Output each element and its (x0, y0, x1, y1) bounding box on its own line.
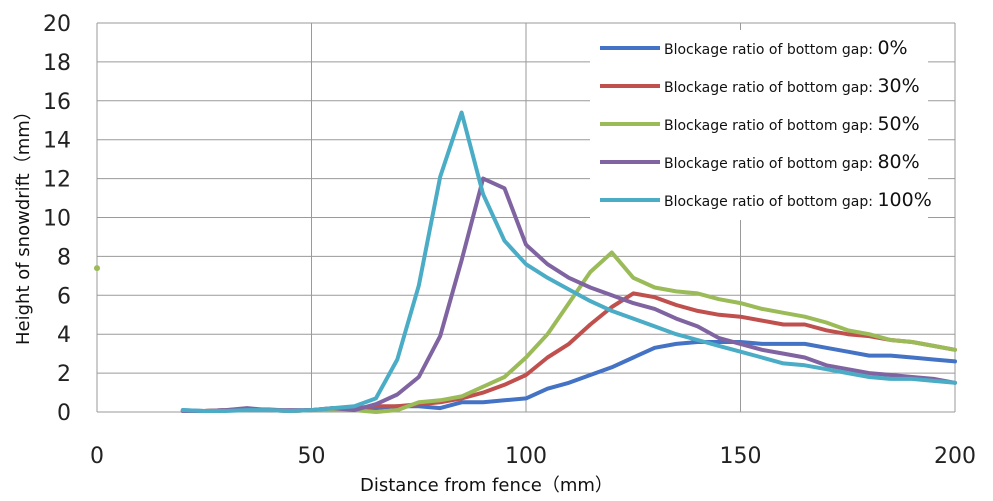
series-line-0 (180, 340, 957, 413)
legend: Blockage ratio of bottom gap: 0% Blockage… (590, 30, 932, 220)
y-tick-label: 16 (43, 90, 71, 115)
y-tick-labels: 0 2 4 6 8 10 12 14 16 18 20 (43, 12, 71, 426)
y-tick-label: 0 (57, 401, 71, 426)
legend-entry: Blockage ratio of bottom gap: 0% (664, 37, 908, 59)
y-tick-label: 18 (43, 51, 71, 76)
x-tick-label: 0 (90, 444, 104, 469)
y-tick-label: 6 (57, 284, 71, 309)
y-tick-label: 14 (43, 129, 71, 154)
legend-entry: Blockage ratio of bottom gap: 80% (664, 151, 920, 173)
legend-entry: Blockage ratio of bottom gap: 50% (664, 113, 920, 135)
x-tick-label: 150 (720, 444, 762, 469)
x-tick-labels: 0 50 100 150 200 (90, 444, 976, 469)
x-tick-label: 200 (934, 444, 976, 469)
series-line-1 (180, 291, 957, 413)
y-tick-label: 12 (43, 168, 71, 193)
x-axis-title: Distance from fence（mm） (360, 475, 613, 496)
legend-entry: Blockage ratio of bottom gap: 30% (664, 75, 920, 97)
stray-data-marker (94, 265, 100, 272)
y-tick-label: 4 (57, 323, 71, 348)
y-axis-title: Height of snowdrift（mm） (13, 102, 34, 345)
grid-lines (96, 22, 956, 413)
series-lines (94, 110, 957, 414)
y-tick-label: 10 (43, 207, 71, 232)
y-tick-label: 20 (43, 12, 71, 37)
x-tick-label: 100 (505, 444, 547, 469)
legend-entry: Blockage ratio of bottom gap: 100% (664, 189, 932, 211)
y-tick-label: 8 (57, 245, 71, 270)
y-tick-label: 2 (57, 362, 71, 387)
x-tick-label: 50 (298, 444, 326, 469)
series-line-4 (180, 110, 957, 413)
